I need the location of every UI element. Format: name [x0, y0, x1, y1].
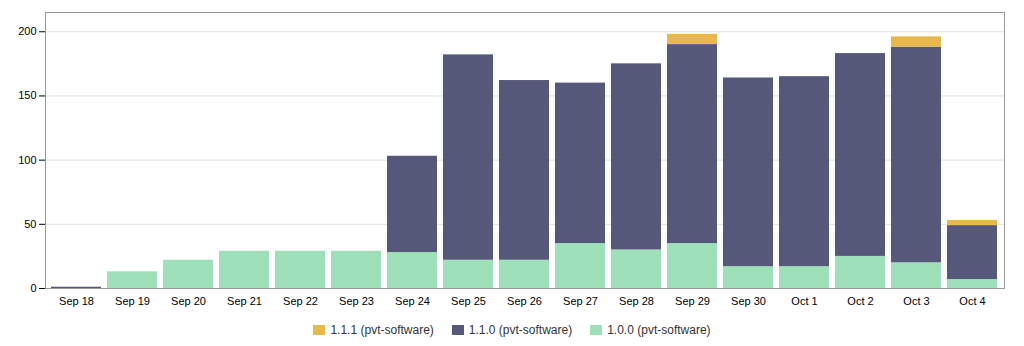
svg-text:Oct 4: Oct 4: [959, 295, 985, 307]
html-text:1.0.0 (pvt-software): 1.0.0 (pvt-software): [607, 323, 711, 337]
svg-text:Sep 18: Sep 18: [59, 295, 94, 307]
svg-text:100: 100: [18, 154, 36, 166]
svg-text:200: 200: [18, 25, 36, 37]
svg-text:Oct 2: Oct 2: [847, 295, 873, 307]
svg-text:150: 150: [18, 89, 36, 101]
svg-text:Sep 23: Sep 23: [339, 295, 374, 307]
html-text:1.1.0 (pvt-software): 1.1.0 (pvt-software): [468, 323, 573, 337]
svg-text:Oct 1: Oct 1: [791, 295, 817, 307]
svg-text:Sep 22: Sep 22: [283, 295, 318, 307]
svg-text:Sep 27: Sep 27: [563, 295, 598, 307]
svg-text:Sep 25: Sep 25: [451, 295, 486, 307]
svg-text:Sep 19: Sep 19: [115, 295, 150, 307]
svg-text:Sep 24: Sep 24: [395, 295, 430, 307]
svg-text:Sep 29: Sep 29: [675, 295, 710, 307]
html-text:1.1.1 (pvt-software): 1.1.1 (pvt-software): [330, 323, 434, 337]
svg-text:0: 0: [30, 282, 36, 294]
svg-text:50: 50: [24, 218, 36, 230]
svg-text:Sep 26: Sep 26: [507, 295, 542, 307]
svg-text:Oct 3: Oct 3: [903, 295, 929, 307]
svg-text:Sep 30: Sep 30: [731, 295, 766, 307]
svg-text:Sep 20: Sep 20: [171, 295, 206, 307]
svg-text:Sep 21: Sep 21: [227, 295, 262, 307]
svg-text:Sep 28: Sep 28: [619, 295, 654, 307]
